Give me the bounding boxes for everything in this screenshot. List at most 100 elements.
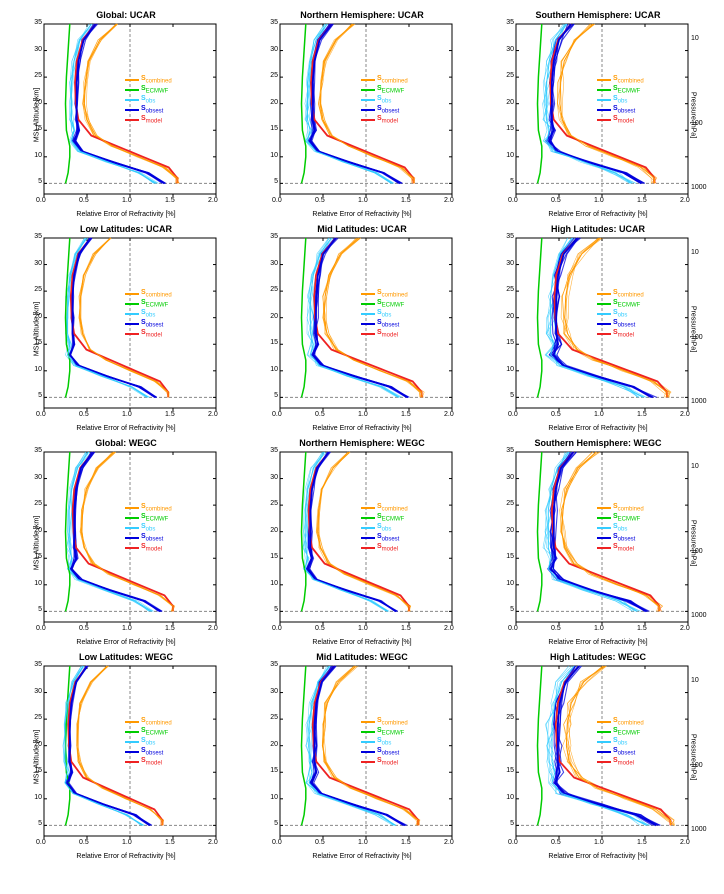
legend-label: Sobsest (377, 747, 399, 757)
legend-label: SECMWF (377, 513, 404, 523)
legend-item: Scombined (597, 289, 644, 299)
x-tick-label: 2.0 (208, 197, 218, 204)
y-tick-label: 30 (506, 260, 514, 267)
legend-swatch (361, 79, 375, 81)
x-tick-label: 1.5 (401, 411, 411, 418)
x-tick-label: 2.0 (444, 197, 454, 204)
legend-label: SECMWF (613, 513, 640, 523)
y-tick-label: 30 (506, 688, 514, 695)
y-tick-label: 5 (38, 178, 42, 185)
x-tick-label: 0.0 (272, 625, 282, 632)
y-tick-label: 35 (270, 19, 278, 26)
x-tick-label: 0.5 (315, 197, 325, 204)
legend-label: SECMWF (141, 513, 168, 523)
x-axis-label: Relative Error of Refractivity [%] (246, 853, 478, 860)
legend-item: Sobs (125, 95, 172, 105)
legend-item: Scombined (125, 503, 172, 513)
legend-swatch (125, 527, 139, 529)
legend-swatch (597, 323, 611, 325)
legend-swatch (125, 507, 139, 509)
chart-panel: High Latitudes: UCAR0.00.51.01.52.051015… (482, 224, 714, 434)
legend-swatch (597, 119, 611, 121)
legend-item: Sobs (597, 95, 644, 105)
panel-title: Mid Latitudes: WEGC (246, 652, 478, 662)
legend-label: Sobsest (141, 747, 163, 757)
legend-item: SECMWF (361, 513, 408, 523)
y-tick-label: 5 (510, 178, 514, 185)
x-tick-label: 0.5 (315, 839, 325, 846)
legend-item: Smodel (125, 115, 172, 125)
y-tick-label: 30 (270, 688, 278, 695)
legend-item: SECMWF (361, 299, 408, 309)
y-tick-label: 15 (270, 767, 278, 774)
legend-swatch (597, 721, 611, 723)
y-tick-label: 5 (274, 820, 278, 827)
legend-item: Sobsest (361, 319, 408, 329)
x-tick-label: 0.5 (551, 197, 561, 204)
legend-item: Sobsest (361, 747, 408, 757)
y-tick-label: 15 (506, 125, 514, 132)
legend-swatch (125, 109, 139, 111)
x-axis-label: Relative Error of Refractivity [%] (246, 211, 478, 218)
legend-swatch (597, 751, 611, 753)
y-tick-label: 30 (270, 260, 278, 267)
legend: ScombinedSECMWFSobsSobsestSmodel (125, 289, 172, 339)
legend-swatch (125, 731, 139, 733)
legend-label: Sobsest (613, 319, 635, 329)
legend-swatch (597, 109, 611, 111)
y-tick-label: 15 (270, 125, 278, 132)
legend-label: Sobs (613, 95, 627, 105)
legend-label: SECMWF (613, 299, 640, 309)
legend-item: Sobs (361, 95, 408, 105)
legend-swatch (597, 731, 611, 733)
legend-swatch (597, 537, 611, 539)
x-tick-label: 1.0 (122, 197, 132, 204)
x-axis-label: Relative Error of Refractivity [%] (10, 425, 242, 432)
legend-item: SECMWF (361, 85, 408, 95)
x-tick-label: 0.5 (551, 625, 561, 632)
panel-title: High Latitudes: WEGC (482, 652, 714, 662)
panel-title: Southern Hemisphere: UCAR (482, 10, 714, 20)
legend-label: Smodel (141, 543, 162, 553)
legend-label: SECMWF (613, 727, 640, 737)
legend-swatch (361, 313, 375, 315)
legend: ScombinedSECMWFSobsSobsestSmodel (125, 75, 172, 125)
y-tick-label: 10 (506, 366, 514, 373)
legend-label: Smodel (377, 329, 398, 339)
legend-item: Sobsest (125, 533, 172, 543)
x-tick-label: 0.5 (79, 197, 89, 204)
legend-swatch (597, 333, 611, 335)
legend-label: Sobs (377, 309, 391, 319)
y2-tick-label: 10 (691, 249, 699, 256)
legend-item: Scombined (125, 289, 172, 299)
y-tick-label: 25 (34, 286, 42, 293)
legend-item: Scombined (361, 717, 408, 727)
chart-panel: Southern Hemisphere: WEGC0.00.51.01.52.0… (482, 438, 714, 648)
x-tick-label: 2.0 (444, 411, 454, 418)
legend-swatch (125, 99, 139, 101)
legend-label: Sobs (613, 523, 627, 533)
legend-item: Smodel (361, 757, 408, 767)
x-tick-label: 1.0 (594, 839, 604, 846)
y-tick-label: 20 (270, 741, 278, 748)
x-tick-label: 1.0 (122, 411, 132, 418)
legend-swatch (125, 303, 139, 305)
legend-item: Smodel (125, 757, 172, 767)
y-tick-label: 25 (34, 72, 42, 79)
y-tick-label: 20 (506, 99, 514, 106)
y-tick-label: 10 (270, 366, 278, 373)
panel-title: Southern Hemisphere: WEGC (482, 438, 714, 448)
legend-swatch (125, 79, 139, 81)
x-tick-label: 2.0 (444, 625, 454, 632)
y-tick-label: 35 (34, 233, 42, 240)
x-axis-label: Relative Error of Refractivity [%] (482, 211, 714, 218)
legend-swatch (597, 293, 611, 295)
x-axis-label: Relative Error of Refractivity [%] (482, 853, 714, 860)
x-axis-label: Relative Error of Refractivity [%] (10, 853, 242, 860)
legend-swatch (361, 323, 375, 325)
x-tick-label: 0.0 (36, 411, 46, 418)
x-tick-label: 2.0 (680, 839, 690, 846)
legend-item: Scombined (125, 75, 172, 85)
legend-swatch (597, 517, 611, 519)
y-axis-left-label: MSL Altitude [km] (34, 516, 41, 570)
